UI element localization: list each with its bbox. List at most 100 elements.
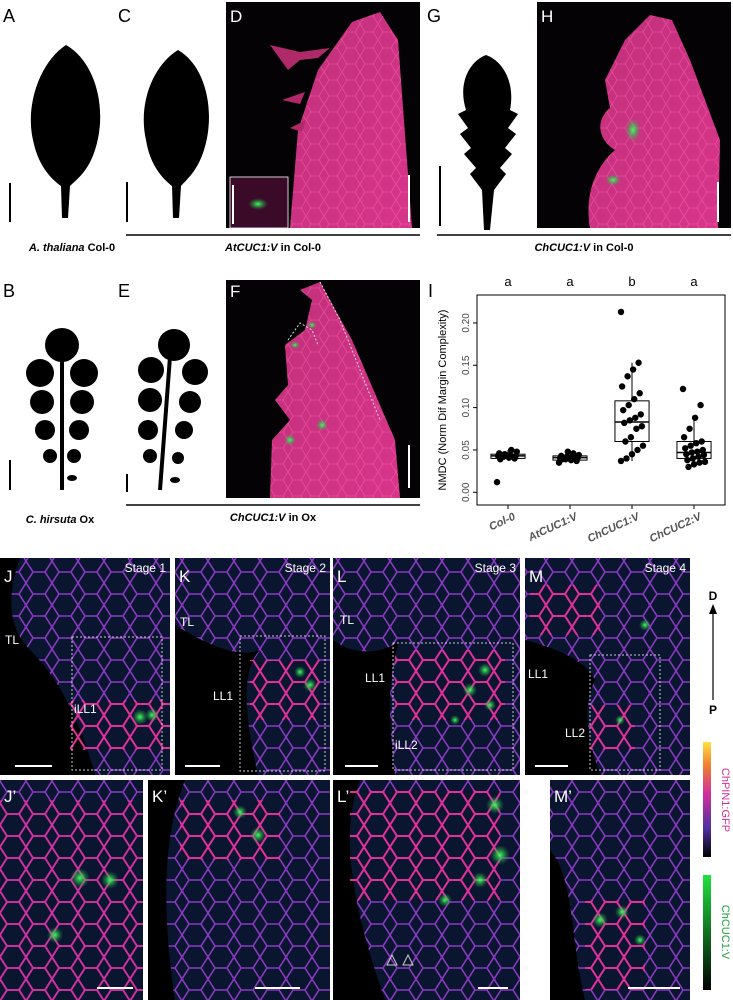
- stage-label: Stage 2: [285, 561, 327, 575]
- data-point: [693, 439, 700, 447]
- significance-letter: b: [628, 274, 635, 289]
- panel-label: M: [529, 567, 543, 586]
- data-point: [688, 449, 695, 456]
- data-point: [690, 461, 698, 468]
- caption: ChCUC1:V in Col-0: [534, 242, 633, 254]
- data-point: [698, 438, 705, 445]
- data-point: [699, 446, 706, 454]
- leaf-silhouette: [138, 329, 208, 491]
- data-point: [621, 419, 628, 427]
- decoration: [175, 625, 260, 775]
- panel-label: A: [3, 6, 15, 26]
- decoration: [71, 636, 163, 771]
- decoration: [463, 683, 477, 697]
- data-point: [570, 450, 577, 457]
- data-point: [631, 395, 638, 403]
- leaf-label: LL1: [365, 671, 385, 685]
- data-point: [502, 451, 509, 459]
- data-point: [624, 373, 631, 380]
- colorbar: [703, 742, 711, 857]
- decoration: [182, 359, 208, 385]
- gfp-signal: [284, 434, 296, 446]
- data-point: [694, 448, 701, 455]
- leaf-label: TL: [5, 633, 19, 647]
- decoration: [0, 800, 143, 1000]
- leaf-silhouette: [143, 50, 209, 218]
- decoration: [70, 359, 98, 387]
- panel-label: I: [428, 281, 433, 301]
- decoration: [615, 715, 625, 725]
- decoration: [550, 850, 585, 1000]
- y-tick-label: 0.05: [461, 440, 472, 460]
- leaf-label: LL2: [565, 726, 585, 740]
- panel-label: L: [337, 567, 346, 586]
- decoration: [233, 805, 247, 819]
- decoration: [450, 715, 460, 725]
- panel-label: D: [230, 7, 242, 26]
- data-point: [687, 442, 694, 449]
- panel-label: L’: [337, 787, 349, 806]
- decoration: [43, 449, 57, 463]
- decoration: [592, 912, 608, 928]
- cell-outline: [270, 282, 400, 498]
- x-tick-label: ChCUC2:V: [648, 510, 705, 545]
- decoration: [303, 678, 317, 692]
- decoration: [615, 905, 629, 919]
- leaf-label: TL: [340, 613, 354, 627]
- data-point: [679, 385, 687, 393]
- panel-label: H: [541, 7, 553, 26]
- leaf-label: iLL2: [395, 738, 418, 752]
- x-tick-label: AtCUC1:V: [526, 510, 581, 544]
- data-point: [623, 455, 630, 462]
- data-point: [496, 450, 503, 457]
- data-point: [627, 434, 635, 441]
- panel-label: K: [179, 567, 191, 586]
- data-point: [638, 423, 646, 430]
- decoration: [484, 699, 496, 711]
- stage-label: Stage 1: [125, 561, 167, 575]
- decoration: [486, 796, 504, 814]
- decoration: [333, 780, 385, 1000]
- data-point: [636, 390, 643, 397]
- decoration: [148, 780, 185, 1000]
- data-point: [700, 451, 708, 459]
- decoration: [158, 329, 190, 361]
- decoration: [639, 619, 651, 631]
- data-point: [564, 448, 571, 455]
- cell-outline: [290, 12, 412, 228]
- decoration: [47, 796, 646, 946]
- leaf-silhouette: [30, 45, 101, 218]
- decoration: [67, 475, 77, 481]
- data-point: [635, 359, 642, 366]
- panel-label: F: [230, 282, 240, 301]
- leaf-label: TL: [180, 615, 194, 629]
- data-point: [691, 414, 699, 421]
- decoration: [45, 328, 79, 362]
- decoration: [180, 800, 280, 860]
- data-point: [632, 414, 639, 421]
- data-point: [618, 383, 626, 390]
- colorbar: [703, 875, 711, 990]
- data-point: [559, 456, 566, 463]
- stage-label: Stage 3: [475, 561, 517, 575]
- decoration: [70, 868, 90, 888]
- box-plot: 0.00 0.05 0.10 0.15 0.20 NMDC (Norm Dif Margi…: [437, 274, 726, 545]
- decoration: [392, 642, 514, 771]
- data-point: [507, 451, 514, 459]
- data-point: [622, 438, 629, 445]
- data-point: [617, 308, 625, 316]
- x-tick-label: ChCUC1:V: [586, 510, 643, 545]
- gfp-signal: [307, 321, 317, 329]
- leaf-label: iLL1: [74, 702, 97, 716]
- data-point: [637, 411, 644, 418]
- stage-label: Stage 4: [645, 561, 687, 575]
- decoration: [145, 708, 159, 722]
- decoration: [294, 666, 306, 678]
- micrograph-row: [0, 780, 690, 1000]
- data-point: [701, 458, 709, 466]
- data-point: [497, 456, 504, 463]
- decoration: [30, 390, 54, 414]
- plot-frame: [476, 294, 726, 506]
- decoration: [590, 705, 635, 750]
- data-point: [696, 459, 703, 466]
